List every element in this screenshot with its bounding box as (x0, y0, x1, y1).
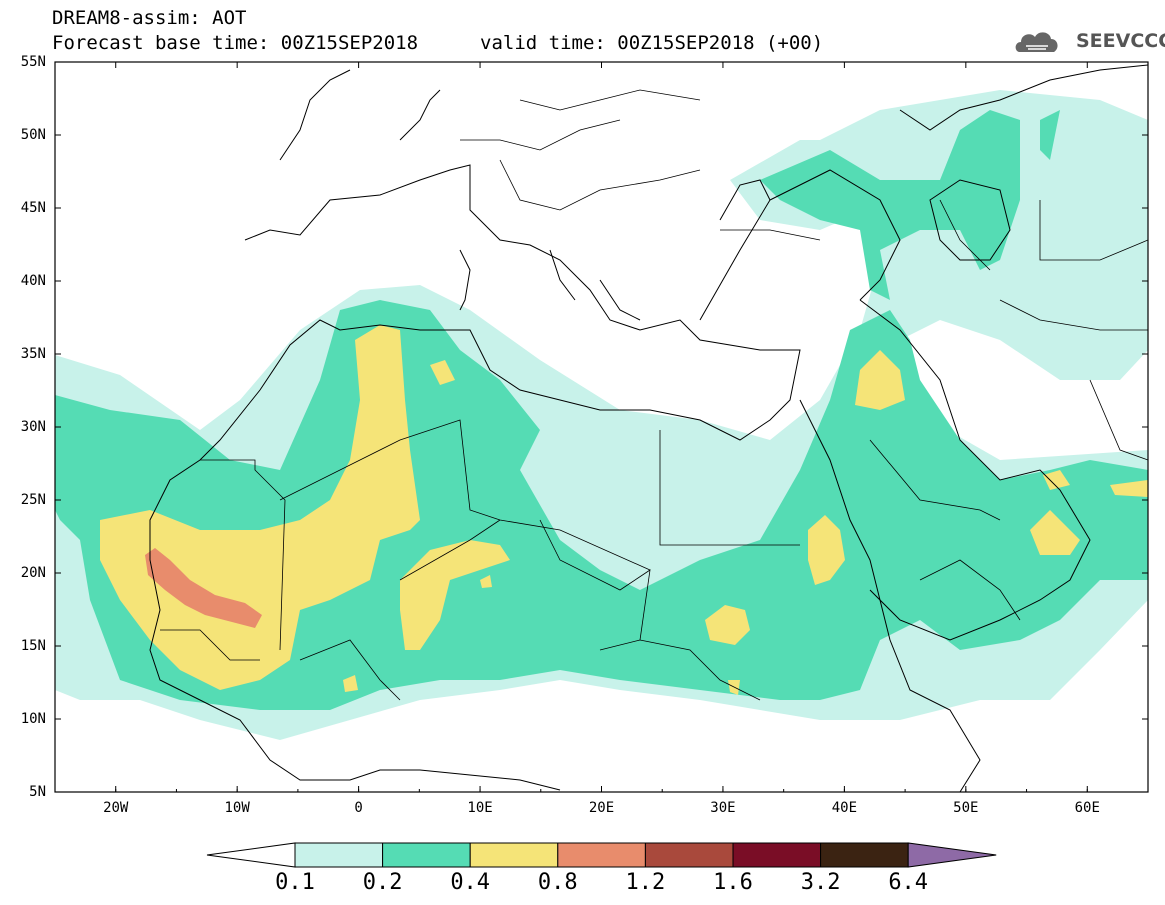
lon-label: 10E (467, 800, 493, 816)
lon-label: 0 (354, 800, 363, 816)
lon-label: 50E (953, 800, 979, 816)
colorbar (206, 842, 997, 868)
map-title: DREAM8-assim: AOT (52, 7, 247, 29)
colorbar-high-arrow (907, 842, 997, 868)
lat-label: 25N (20, 492, 46, 508)
colorbar-low-arrow (206, 842, 296, 868)
seevccc-cloud-icon (1015, 32, 1058, 52)
colorbar-label: 0.1 (275, 870, 315, 895)
lat-label: 50N (20, 127, 46, 143)
colorbar-label: 1.2 (625, 870, 666, 895)
colorbar-segment (382, 842, 471, 868)
lon-label: 30E (710, 800, 736, 816)
colorbar-label: 0.4 (450, 870, 491, 895)
forecast-base-time: Forecast base time: 00Z15SEP2018 (52, 32, 419, 54)
lat-label: 10N (20, 711, 46, 727)
colorbar-label: 1.6 (713, 870, 753, 895)
colorbar-label: 3.2 (800, 870, 841, 895)
lon-label: 10W (224, 800, 250, 816)
country-borders (160, 89, 1148, 701)
lat-label: 45N (20, 200, 46, 216)
colorbar-segment (644, 842, 734, 868)
valid-time: valid time: 00Z15SEP2018 (+00) (480, 32, 824, 54)
colorbar-segment (294, 842, 384, 868)
lon-label: 60E (1074, 800, 1100, 816)
lat-label: 30N (20, 419, 46, 435)
logo-text: SEEVCCC (1076, 30, 1165, 52)
axis-ticks (54, 61, 1149, 793)
colorbar-segment (820, 842, 909, 868)
colorbar-label: 0.8 (537, 870, 578, 895)
lat-label: 15N (20, 638, 46, 654)
lon-label: 20E (588, 800, 615, 816)
lat-label: 55N (20, 54, 46, 70)
colorbar-segment (732, 842, 822, 868)
lat-label: 20N (20, 565, 46, 581)
lat-label: 5N (29, 784, 46, 800)
coastlines (149, 64, 1148, 792)
lat-label: 40N (20, 273, 46, 289)
lon-label: 40E (831, 800, 858, 816)
aot-contour-field (55, 90, 1148, 740)
lon-label: 20W (103, 800, 129, 816)
lat-label: 35N (20, 346, 46, 362)
colorbar-segment (557, 842, 646, 868)
colorbar-segment (469, 842, 559, 868)
aot-level-0.8 (145, 548, 262, 628)
colorbar-label: 6.4 (888, 870, 929, 895)
colorbar-label: 0.2 (362, 870, 403, 895)
